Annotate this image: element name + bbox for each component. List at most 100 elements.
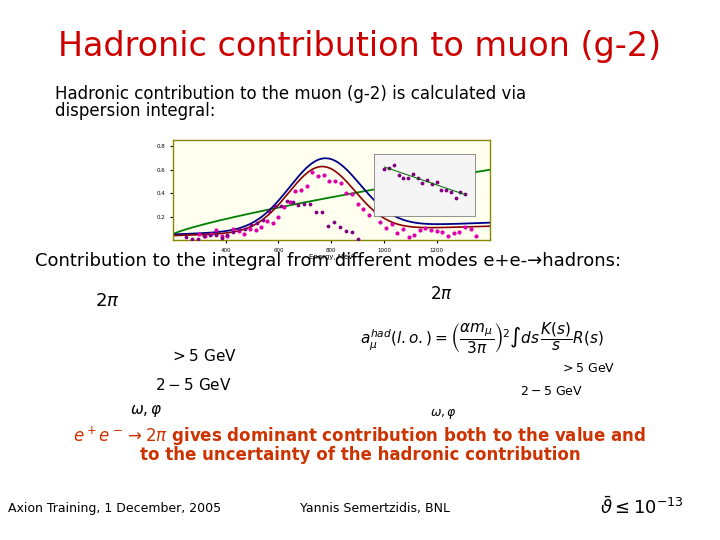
Point (431, 227, 443, 235)
Point (363, 211, 374, 219)
Point (295, 185, 307, 194)
Text: $\bar{\vartheta} \leq 10^{-13}$: $\bar{\vartheta} \leq 10^{-13}$ (600, 496, 684, 518)
Point (374, 217, 386, 226)
Point (216, 234, 228, 242)
Point (257, 215, 269, 224)
Point (426, 226, 437, 234)
Point (275, 201, 287, 210)
Point (323, 177, 335, 186)
Point (454, 188, 466, 197)
Point (307, 168, 318, 177)
Point (386, 220, 397, 228)
Point (369, 207, 380, 215)
Point (269, 201, 281, 210)
Point (289, 187, 301, 195)
Point (393, 171, 405, 179)
Point (210, 226, 222, 234)
Point (420, 224, 431, 233)
Text: $e^+e^- \rightarrow 2\pi$ gives dominant contribution both to the value and: $e^+e^- \rightarrow 2\pi$ gives dominant… (73, 425, 647, 448)
Point (318, 170, 330, 179)
Text: Hadronic contribution to muon (g-2): Hadronic contribution to muon (g-2) (58, 30, 662, 63)
Point (281, 197, 292, 206)
Text: Axion Training, 1 December, 2005: Axion Training, 1 December, 2005 (8, 502, 221, 515)
Text: $> 5\ \mathrm{GeV}$: $> 5\ \mathrm{GeV}$ (560, 362, 615, 375)
Point (204, 231, 215, 239)
Text: $2-5\ \mathrm{GeV}$: $2-5\ \mathrm{GeV}$ (520, 385, 583, 398)
Text: to the uncertainty of the hadronic contribution: to the uncertainty of the hadronic contr… (140, 446, 580, 464)
Point (222, 231, 233, 240)
Point (454, 228, 465, 237)
Point (292, 200, 304, 209)
Point (402, 233, 414, 241)
Point (261, 216, 273, 225)
Point (328, 218, 340, 226)
Point (436, 186, 447, 194)
Point (210, 230, 221, 239)
Point (305, 200, 316, 208)
Text: $a_\mu^{had}(l.o.) = \left(\dfrac{\alpha m_\mu}{3\pi}\right)^{\!2}\int ds\,\dfra: $a_\mu^{had}(l.o.) = \left(\dfrac{\alpha… (360, 320, 603, 356)
Point (459, 190, 471, 199)
Point (228, 224, 239, 233)
Point (240, 225, 251, 234)
Point (204, 229, 216, 238)
Point (397, 225, 409, 233)
Point (239, 230, 251, 238)
Point (437, 227, 449, 236)
Text: Yannis Semertzidis, BNL: Yannis Semertzidis, BNL (300, 502, 450, 515)
Point (441, 186, 452, 194)
Text: $\omega, \varphi$: $\omega, \varphi$ (430, 407, 457, 421)
Point (379, 164, 390, 173)
Point (312, 172, 324, 180)
Point (392, 228, 403, 237)
Text: $2\pi$: $2\pi$ (95, 292, 120, 310)
Text: Hadronic contribution to the muon (g-2) is calculated via: Hadronic contribution to the muon (g-2) … (55, 85, 526, 103)
Point (471, 232, 482, 240)
Point (186, 234, 198, 243)
Point (397, 173, 409, 182)
Point (450, 194, 462, 202)
Point (408, 231, 420, 240)
Point (256, 222, 267, 231)
Point (346, 228, 357, 237)
Point (194, 230, 205, 239)
Text: $\omega, \varphi$: $\omega, \varphi$ (130, 403, 163, 419)
Point (417, 179, 428, 187)
Point (421, 176, 433, 185)
Point (459, 222, 471, 231)
Point (279, 203, 290, 212)
Point (426, 179, 438, 188)
Point (445, 188, 456, 197)
Point (414, 226, 426, 234)
Point (329, 177, 341, 186)
Point (408, 170, 419, 178)
Point (251, 219, 263, 228)
Point (273, 213, 284, 222)
Point (388, 160, 400, 169)
Point (233, 224, 245, 233)
Point (402, 173, 414, 182)
Point (199, 232, 211, 241)
Point (323, 222, 334, 231)
Text: dispersion integral:: dispersion integral: (55, 102, 215, 120)
Point (287, 198, 298, 206)
Point (192, 235, 204, 244)
Point (250, 226, 261, 234)
Text: $> 5\ \mathrm{GeV}$: $> 5\ \mathrm{GeV}$ (170, 348, 237, 364)
Point (216, 232, 228, 240)
Point (340, 227, 351, 235)
Point (244, 224, 256, 233)
Point (352, 235, 364, 244)
Point (316, 208, 328, 217)
Point (352, 200, 364, 208)
Text: Contribution to the integral from different modes e+e-→hadrons:: Contribution to the integral from differ… (35, 252, 621, 270)
Point (222, 231, 233, 240)
Point (299, 200, 310, 208)
Point (412, 173, 423, 182)
Point (246, 221, 257, 230)
Point (263, 206, 274, 215)
Text: $2-5\ \mathrm{GeV}$: $2-5\ \mathrm{GeV}$ (155, 377, 232, 393)
Point (465, 225, 477, 233)
Point (448, 229, 459, 238)
Point (358, 204, 369, 213)
Point (431, 177, 442, 186)
